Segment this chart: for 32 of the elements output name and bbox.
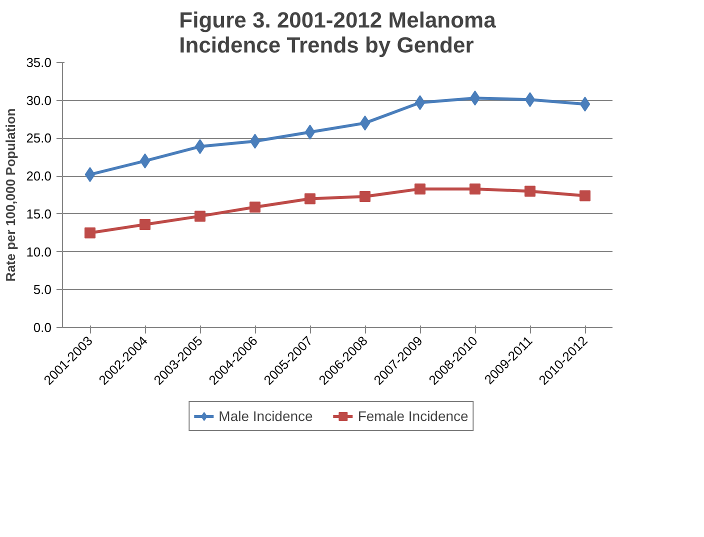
point [470,90,480,106]
point [360,116,370,131]
legend-label: Male Incidence [218,408,313,424]
point [524,186,536,197]
point [84,227,96,238]
point [250,202,260,213]
y-tick-label: 35.0 [26,55,52,70]
point [470,183,480,194]
point [304,193,316,204]
point [304,124,316,140]
y-axis-title: Rate per 100,000 Population [3,108,18,282]
point [580,96,590,112]
y-tick-label: 20.0 [26,168,52,184]
point [140,219,150,230]
point [84,167,96,182]
y-tick-label: 10.0 [26,244,52,260]
point [194,210,206,222]
point [140,153,150,168]
point [414,183,426,194]
point [580,190,590,202]
chart-title: Figure 3. 2001-2012 Melanoma Incidence Trends by Gender [179,8,497,58]
y-tick-label: 25.0 [26,130,52,146]
point [360,191,370,202]
y-tick-label: 15.0 [26,206,52,222]
point [194,139,206,154]
y-tick-label: 5.0 [33,282,52,298]
y-tick-label: 0.0 [33,320,52,335]
point [250,134,260,149]
y-tick-label: 30.0 [26,92,52,108]
point [414,95,426,110]
point [524,92,536,108]
legend-label: Female Incidence [358,408,468,424]
